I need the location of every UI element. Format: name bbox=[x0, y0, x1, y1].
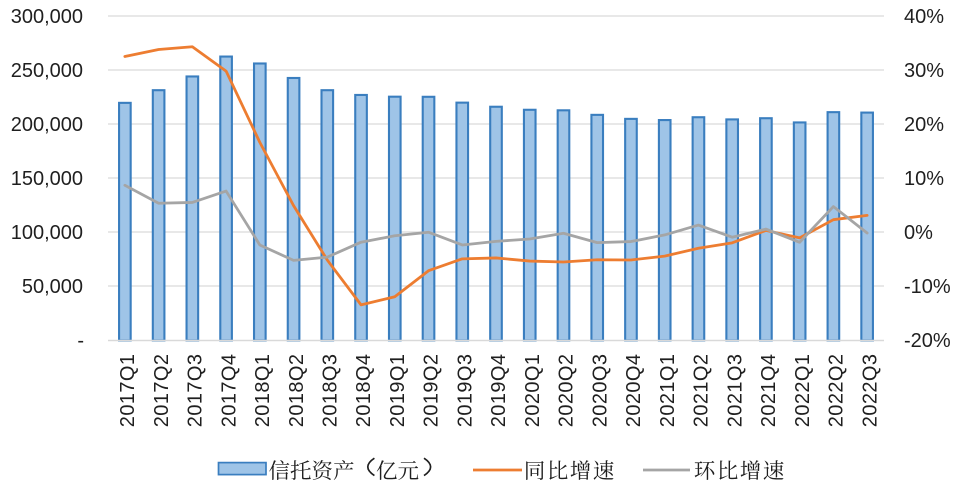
svg-text:2022Q2: 2022Q2 bbox=[826, 354, 848, 428]
svg-text:2017Q2: 2017Q2 bbox=[151, 354, 173, 428]
svg-text:2021Q1: 2021Q1 bbox=[657, 354, 679, 428]
svg-text:250,000: 250,000 bbox=[11, 60, 83, 82]
svg-text:30%: 30% bbox=[904, 60, 944, 82]
svg-text:2021Q3: 2021Q3 bbox=[724, 354, 746, 428]
svg-text:2020Q1: 2020Q1 bbox=[522, 354, 544, 428]
svg-text:200,000: 200,000 bbox=[11, 114, 83, 136]
svg-text:150,000: 150,000 bbox=[11, 168, 83, 190]
svg-text:100,000: 100,000 bbox=[11, 222, 83, 244]
svg-text:300,000: 300,000 bbox=[11, 6, 83, 28]
svg-text:2021Q4: 2021Q4 bbox=[758, 354, 780, 428]
svg-text:2019Q4: 2019Q4 bbox=[488, 354, 510, 428]
svg-text:2017Q4: 2017Q4 bbox=[218, 354, 240, 428]
svg-text:2020Q2: 2020Q2 bbox=[556, 354, 578, 428]
svg-text:2020Q4: 2020Q4 bbox=[623, 354, 645, 428]
svg-text:-20%: -20% bbox=[904, 330, 951, 352]
svg-text:2022Q1: 2022Q1 bbox=[792, 354, 814, 428]
svg-text:2019Q2: 2019Q2 bbox=[421, 354, 443, 428]
svg-text:2021Q2: 2021Q2 bbox=[691, 354, 713, 428]
svg-text:2017Q3: 2017Q3 bbox=[185, 354, 207, 428]
svg-text:-: - bbox=[77, 330, 84, 352]
svg-text:2018Q3: 2018Q3 bbox=[320, 354, 342, 428]
svg-text:2022Q3: 2022Q3 bbox=[859, 354, 881, 428]
svg-text:2019Q1: 2019Q1 bbox=[387, 354, 409, 428]
svg-text:40%: 40% bbox=[904, 6, 944, 28]
svg-text:-10%: -10% bbox=[904, 276, 951, 298]
svg-text:20%: 20% bbox=[904, 114, 944, 136]
svg-text:2019Q3: 2019Q3 bbox=[454, 354, 476, 428]
svg-text:0%: 0% bbox=[904, 222, 933, 244]
svg-text:10%: 10% bbox=[904, 168, 944, 190]
svg-text:2018Q1: 2018Q1 bbox=[252, 354, 274, 428]
svg-text:2018Q2: 2018Q2 bbox=[286, 354, 308, 428]
svg-text:2018Q4: 2018Q4 bbox=[353, 354, 375, 428]
svg-text:50,000: 50,000 bbox=[22, 276, 83, 298]
svg-text:2017Q1: 2017Q1 bbox=[117, 354, 139, 428]
svg-text:2020Q3: 2020Q3 bbox=[589, 354, 611, 428]
